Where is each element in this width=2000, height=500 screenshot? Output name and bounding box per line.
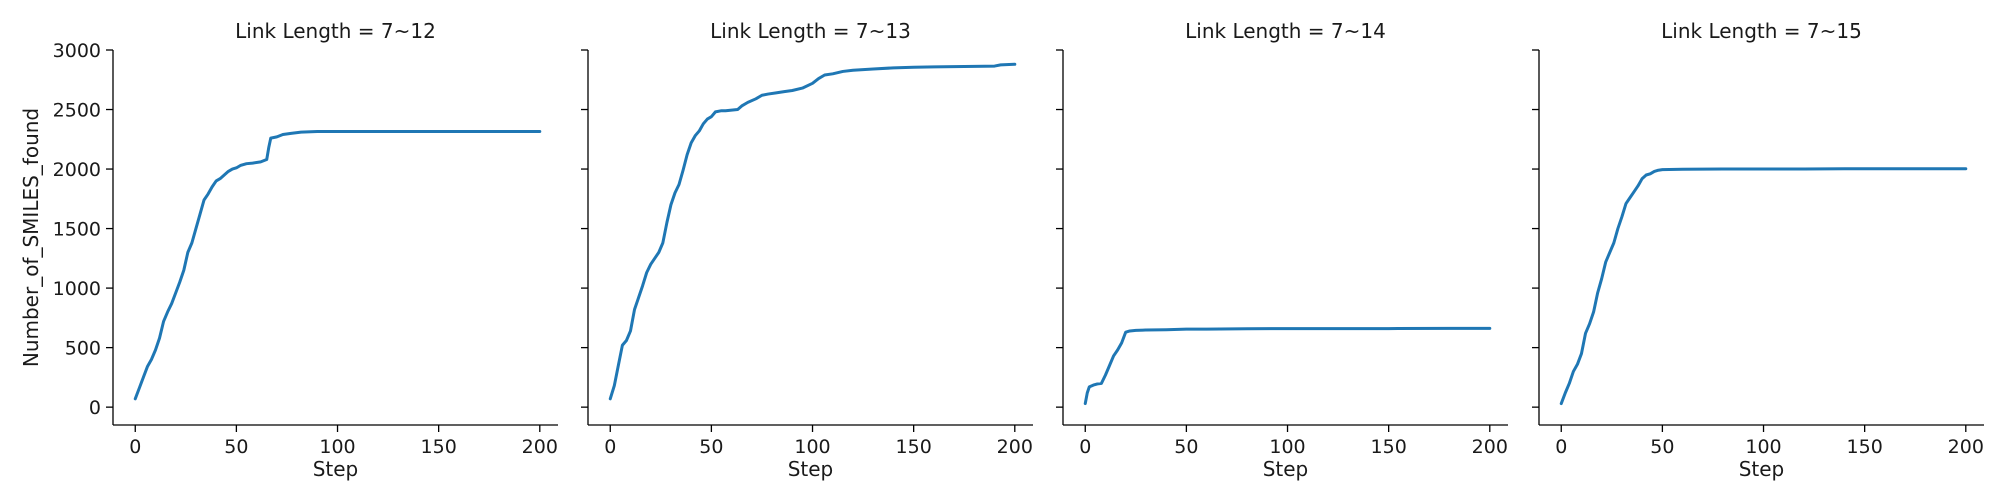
- panel-title: Link Length = 7~12: [235, 19, 436, 43]
- x-tick-label: 150: [1371, 436, 1407, 458]
- series-line: [608, 62, 1017, 401]
- x-tick-label: 200: [1472, 436, 1508, 458]
- x-axis-label: Step: [313, 457, 359, 481]
- panel-title: Link Length = 7~15: [1661, 19, 1862, 43]
- panel-title: Link Length = 7~14: [1185, 19, 1386, 43]
- x-tick-label: 50: [699, 436, 723, 458]
- chart-panel-3: Link Length = 7~14 0 50 100 150 200 Step: [1056, 19, 1508, 481]
- x-tick-label: 100: [319, 436, 355, 458]
- series-line: [133, 130, 542, 401]
- x-tick-label: 200: [522, 436, 558, 458]
- chart-panel-4: Link Length = 7~15 0 50 100 150 200 Step: [1532, 19, 1984, 481]
- x-tick-label: 100: [1745, 436, 1781, 458]
- x-tick-label: 50: [1174, 436, 1198, 458]
- x-tick-label: 0: [604, 436, 616, 458]
- x-tick-label: 200: [997, 436, 1033, 458]
- y-tick-label: 0: [89, 397, 101, 419]
- x-axis-label: Step: [1263, 457, 1309, 481]
- y-tick-label: 2000: [53, 159, 101, 181]
- x-tick-label: 150: [896, 436, 932, 458]
- series-line: [1559, 167, 1968, 406]
- y-tick-label: 500: [65, 338, 101, 360]
- x-tick-label: 200: [1948, 436, 1984, 458]
- x-tick-label: 0: [1555, 436, 1567, 458]
- series-line: [1083, 326, 1492, 406]
- x-tick-label: 0: [129, 436, 141, 458]
- x-tick-label: 50: [1650, 436, 1674, 458]
- chart-panel-1: Link Length = 7~120500100015002000250030…: [19, 19, 558, 481]
- panel-title: Link Length = 7~13: [710, 19, 911, 43]
- y-axis-label: Number_of_SMILES_found: [19, 108, 43, 367]
- x-tick-label: 150: [1847, 436, 1883, 458]
- x-tick-label: 50: [224, 436, 248, 458]
- x-tick-label: 150: [421, 436, 457, 458]
- chart-panel-2: Link Length = 7~13 0 50 100 150 200 Step: [581, 19, 1033, 481]
- x-axis-label: Step: [788, 457, 834, 481]
- y-tick-label: 3000: [53, 40, 101, 62]
- x-axis-label: Step: [1739, 457, 1785, 481]
- x-tick-label: 0: [1079, 436, 1091, 458]
- x-tick-label: 100: [794, 436, 830, 458]
- y-tick-label: 1500: [53, 219, 101, 241]
- y-tick-label: 1000: [53, 278, 101, 300]
- x-tick-label: 100: [1269, 436, 1305, 458]
- y-tick-label: 2500: [53, 100, 101, 122]
